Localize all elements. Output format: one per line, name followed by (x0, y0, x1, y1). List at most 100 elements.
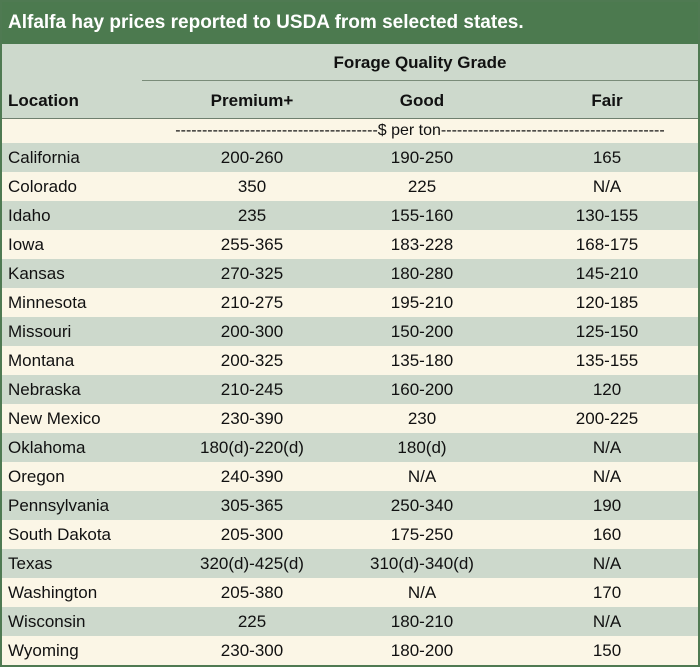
location-cell: Nebraska (8, 380, 81, 399)
location-cell: Washington (8, 583, 98, 602)
premium-price-cell: 205-300 (220, 525, 284, 544)
premium-price-cell: 305-365 (220, 496, 284, 515)
location-cell: Wisconsin (8, 612, 86, 631)
good-price-cell: 180(d) (397, 438, 447, 457)
table-row: Kansas 270-325 180-280 145-210 (2, 259, 698, 288)
premium-price-cell: 240-390 (220, 467, 284, 486)
location-cell: Colorado (8, 177, 77, 196)
fair-price-cell: N/A (592, 467, 622, 486)
good-price-cell: 175-250 (390, 525, 454, 544)
fair-price-cell: 170 (592, 583, 622, 602)
premium-price-cell: 225 (237, 612, 267, 631)
fair-price-cell: 130-155 (575, 206, 639, 225)
fair-price-cell: 168-175 (575, 235, 639, 254)
good-price-cell: 310(d)-340(d) (370, 554, 474, 573)
table-row: Missouri 200-300 150-200 125-150 (2, 317, 698, 346)
premium-price-cell: 200-260 (220, 148, 284, 167)
location-cell: Missouri (8, 322, 72, 341)
premium-price-cell: 235 (237, 206, 267, 225)
good-price-cell: 183-228 (390, 235, 454, 254)
good-price-cell: 180-200 (390, 641, 454, 660)
good-price-cell: 135-180 (390, 351, 454, 370)
premium-price-cell: 210-245 (220, 380, 284, 399)
fair-price-cell: 200-225 (575, 409, 639, 428)
good-price-cell: 225 (407, 177, 437, 196)
fair-price-cell: 135-155 (575, 351, 639, 370)
location-column-header: Location (8, 91, 79, 110)
good-column-header: Good (399, 91, 445, 110)
good-price-cell: 180-280 (390, 264, 454, 283)
fair-price-cell: N/A (592, 612, 622, 631)
table-header: Forage Quality Grade Location Premium+ G… (2, 44, 698, 118)
table-row: South Dakota 205-300 175-250 160 (2, 520, 698, 549)
premium-price-cell: 200-300 (220, 322, 284, 341)
fair-price-cell: 165 (592, 148, 622, 167)
units-row: --------------------------------------$ … (2, 118, 698, 143)
location-cell: New Mexico (8, 409, 101, 428)
table-row: Colorado 350 225 N/A (2, 172, 698, 201)
good-price-cell: 190-250 (390, 148, 454, 167)
table-row: Idaho 235 155-160 130-155 (2, 201, 698, 230)
units-label: --------------------------------------$ … (175, 122, 665, 139)
good-price-cell: N/A (407, 583, 437, 602)
table-row: Oklahoma 180(d)-220(d) 180(d) N/A (2, 433, 698, 462)
premium-price-cell: 350 (237, 177, 267, 196)
table-row: Iowa 255-365 183-228 168-175 (2, 230, 698, 259)
premium-price-cell: 230-390 (220, 409, 284, 428)
table-row: Washington 205-380 N/A 170 (2, 578, 698, 607)
premium-price-cell: 270-325 (220, 264, 284, 283)
fair-column-header: Fair (591, 91, 623, 110)
location-cell: California (8, 148, 80, 167)
fair-price-cell: 125-150 (575, 322, 639, 341)
location-cell: Kansas (8, 264, 65, 283)
table-row: Texas 320(d)-425(d) 310(d)-340(d) N/A (2, 549, 698, 578)
location-cell: Iowa (8, 235, 44, 254)
location-cell: Montana (8, 351, 75, 370)
table-row: Nebraska 210-245 160-200 120 (2, 375, 698, 404)
fair-price-cell: 150 (592, 641, 622, 660)
good-price-cell: 195-210 (390, 293, 454, 312)
premium-price-cell: 230-300 (220, 641, 284, 660)
header-divider (142, 80, 698, 81)
good-price-cell: 230 (407, 409, 437, 428)
forage-quality-grade-heading: Forage Quality Grade (333, 53, 507, 72)
location-cell: Oregon (8, 467, 65, 486)
good-price-cell: 180-210 (390, 612, 454, 631)
table-body: California 200-260 190-250 165 Colorado 350 22… (2, 143, 698, 665)
premium-price-cell: 210-275 (220, 293, 284, 312)
fair-price-cell: N/A (592, 554, 622, 573)
table-title: Alfalfa hay prices reported to USDA from… (2, 2, 698, 44)
premium-price-cell: 205-380 (220, 583, 284, 602)
table-row: Wisconsin 225 180-210 N/A (2, 607, 698, 636)
location-cell: Pennsylvania (8, 496, 110, 515)
good-price-cell: 150-200 (390, 322, 454, 341)
table-row: New Mexico 230-390 230 200-225 (2, 404, 698, 433)
table-row: Wyoming 230-300 180-200 150 (2, 636, 698, 665)
premium-price-cell: 200-325 (220, 351, 284, 370)
table-row: Minnesota 210-275 195-210 120-185 (2, 288, 698, 317)
table-row: California 200-260 190-250 165 (2, 143, 698, 172)
table-row: Oregon 240-390 N/A N/A (2, 462, 698, 491)
location-cell: Wyoming (8, 641, 79, 660)
location-cell: South Dakota (8, 525, 112, 544)
good-price-cell: 250-340 (390, 496, 454, 515)
fair-price-cell: N/A (592, 177, 622, 196)
location-cell: Idaho (8, 206, 51, 225)
location-cell: Texas (8, 554, 53, 573)
good-price-cell: 155-160 (390, 206, 454, 225)
location-cell: Minnesota (8, 293, 87, 312)
good-price-cell: 160-200 (390, 380, 454, 399)
premium-price-cell: 320(d)-425(d) (200, 554, 304, 573)
fair-price-cell: 160 (592, 525, 622, 544)
fair-price-cell: 120-185 (575, 293, 639, 312)
table-row: Montana 200-325 135-180 135-155 (2, 346, 698, 375)
table-row: Pennsylvania 305-365 250-340 190 (2, 491, 698, 520)
good-price-cell: N/A (407, 467, 437, 486)
fair-price-cell: 120 (592, 380, 622, 399)
premium-price-cell: 180(d)-220(d) (200, 438, 304, 457)
fair-price-cell: N/A (592, 438, 622, 457)
location-cell: Oklahoma (8, 438, 86, 457)
fair-price-cell: 190 (592, 496, 622, 515)
premium-price-cell: 255-365 (220, 235, 284, 254)
